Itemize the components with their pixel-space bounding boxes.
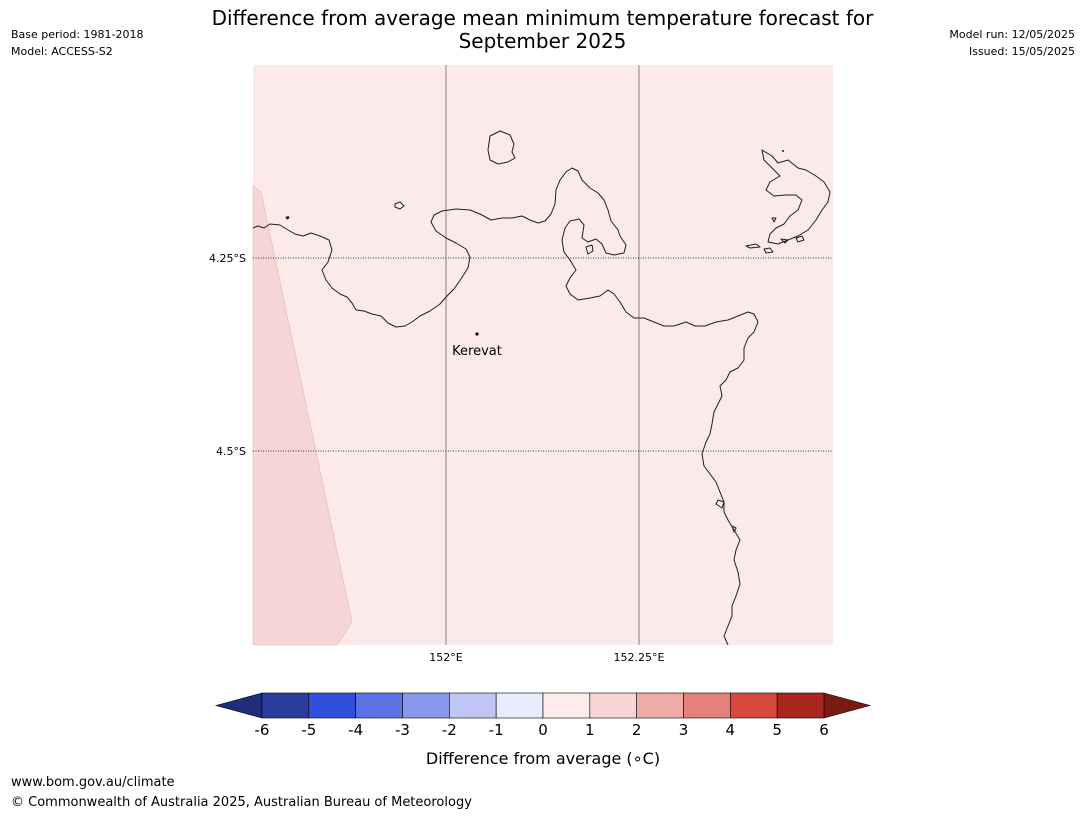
colorbar-swatch <box>683 692 731 719</box>
colorbar-swatch <box>402 692 450 719</box>
colorbar-swatch <box>730 692 778 719</box>
meta-left: Base period: 1981-2018 Model: ACCESS-S2 <box>11 26 143 60</box>
colorbar-swatch <box>261 692 310 719</box>
colorbar-tick-label: 4 <box>726 721 736 739</box>
colorbar-swatch <box>589 692 637 719</box>
lat-label-4-25: 4.25°S <box>209 252 246 265</box>
coastal-islet-south <box>715 499 725 509</box>
colorbar-swatch <box>308 692 356 719</box>
graticule <box>253 65 833 645</box>
island-north-small <box>487 130 516 165</box>
colorbar-swatch <box>542 692 591 719</box>
colorbar-swatches <box>261 692 825 719</box>
kerevat-marker <box>475 332 479 336</box>
colorbar-ticks: -6 -5 -4 -3 -2 -1 0 1 2 3 4 5 6 <box>255 721 829 739</box>
islet-dot-west <box>287 216 289 218</box>
map-title: Difference from average mean minimum tem… <box>190 7 895 53</box>
place-label-kerevat: Kerevat <box>452 344 502 359</box>
model-name: Model: ACCESS-S2 <box>11 45 113 58</box>
islet-dot <box>782 150 784 152</box>
issued-date: Issued: 15/05/2025 <box>968 45 1075 58</box>
colorbar-tick-label: 5 <box>772 721 782 739</box>
footer-copyright: © Commonwealth of Australia 2025, Austra… <box>11 795 472 810</box>
colorbar-swatch <box>449 692 497 719</box>
colorbar-swatch <box>495 692 544 719</box>
colorbar-swatch <box>355 692 403 719</box>
coastal-islet-south-b <box>731 525 737 533</box>
colorbar-swatch <box>776 692 825 719</box>
lon-label-152-25: 152.25°E <box>614 651 665 664</box>
colorbar-tick-label: 2 <box>632 721 642 739</box>
footer-url: www.bom.gov.au/climate <box>11 775 175 790</box>
duke-of-york-islet-e <box>771 217 777 223</box>
colorbar-extend-high <box>823 692 872 719</box>
colorbar-tick-label: -1 <box>489 721 504 739</box>
duke-of-york-islet-a <box>745 243 761 249</box>
colorbar-swatch <box>636 692 684 719</box>
colorbar-tick-label: 6 <box>819 721 829 739</box>
islet-west-a <box>394 201 405 210</box>
inner-islet <box>585 244 594 255</box>
anomaly-fill-western-band <box>252 185 353 646</box>
colorbar-tick-label: -4 <box>348 721 363 739</box>
colorbar-tick-label: 1 <box>585 721 595 739</box>
title-line-1: Difference from average mean minimum tem… <box>211 6 874 30</box>
colorbar-tick-label: 0 <box>538 721 548 739</box>
colorbar-tick-label: -6 <box>255 721 270 739</box>
lon-label-152: 152°E <box>429 651 462 664</box>
colorbar-tick-label: -2 <box>442 721 457 739</box>
coastlines <box>253 130 831 645</box>
colorbar-tick-label: -3 <box>395 721 410 739</box>
duke-of-york-main <box>761 149 831 245</box>
base-period: Base period: 1981-2018 <box>11 28 144 41</box>
anomaly-fill-main <box>253 65 833 645</box>
duke-of-york-islet-b <box>763 247 774 254</box>
lat-label-4-5: 4.5°S <box>216 445 246 458</box>
colorbar-extend-low <box>214 692 263 719</box>
title-line-2: September 2025 <box>458 29 627 53</box>
model-run: Model run: 12/05/2025 <box>949 28 1075 41</box>
colorbar-tick-label: 3 <box>679 721 689 739</box>
colorbar-tick-label: -5 <box>301 721 316 739</box>
colorbar: -6 -5 -4 -3 -2 -1 0 1 2 3 4 5 6 Difference from aver… <box>214 692 872 768</box>
duke-of-york-islet-d <box>795 235 805 243</box>
meta-right: Model run: 12/05/2025 Issued: 15/05/2025 <box>949 26 1075 60</box>
duke-of-york-islet-c <box>780 238 789 244</box>
coastline-gazelle-west <box>253 167 759 645</box>
colorbar-label: Difference from average (∘C) <box>426 749 660 768</box>
